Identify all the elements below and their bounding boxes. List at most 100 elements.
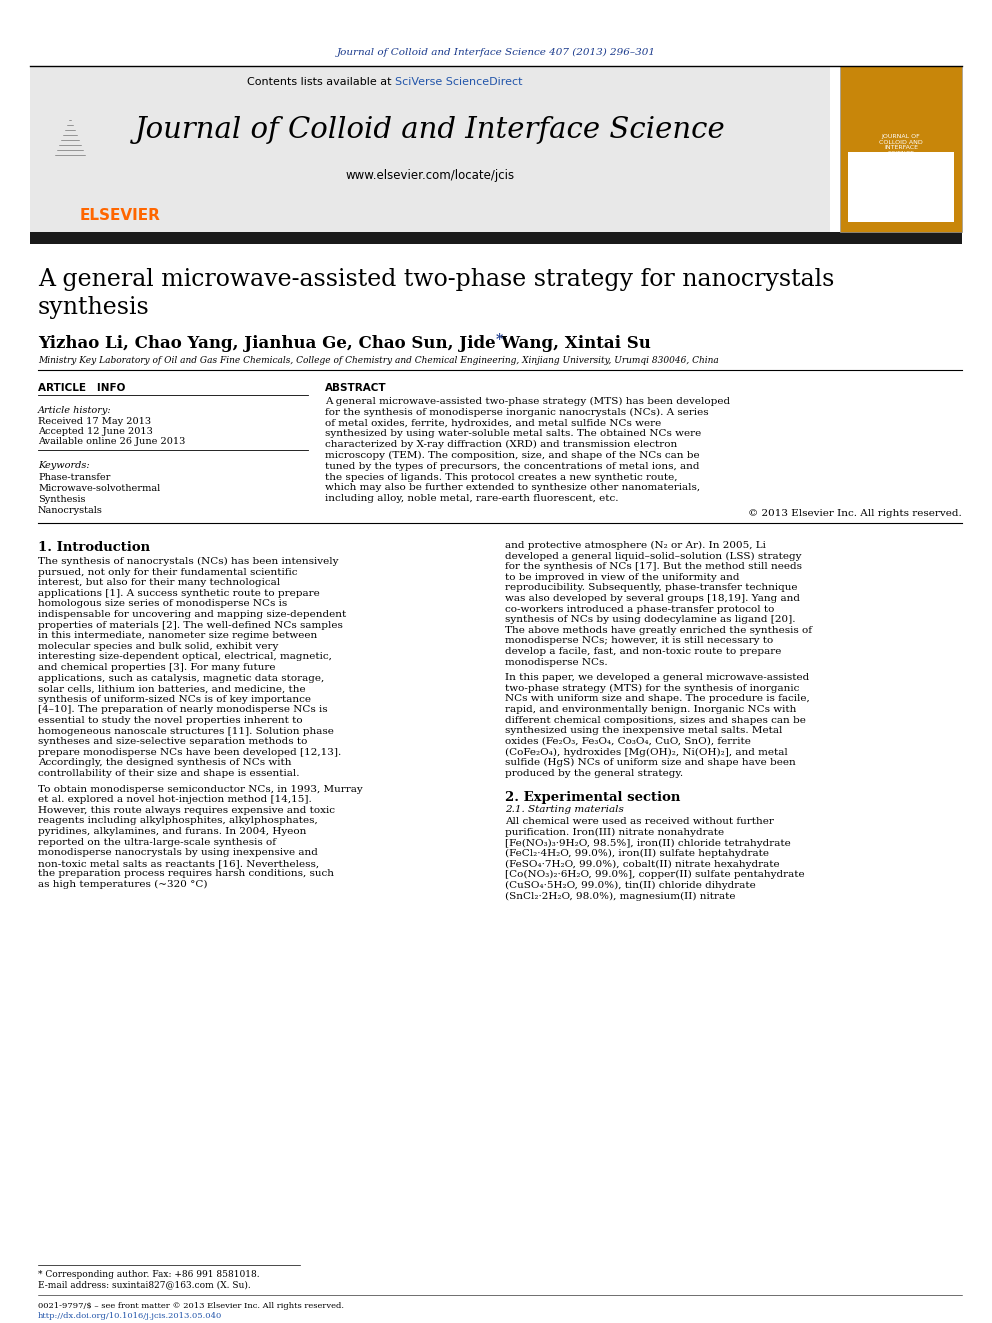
Text: www.elsevier.com/locate/jcis: www.elsevier.com/locate/jcis (345, 168, 515, 181)
Text: Accordingly, the designed synthesis of NCs with: Accordingly, the designed synthesis of N… (38, 758, 292, 767)
Text: The synthesis of nanocrystals (NCs) has been intensively: The synthesis of nanocrystals (NCs) has … (38, 557, 338, 566)
Text: reported on the ultra-large-scale synthesis of: reported on the ultra-large-scale synthe… (38, 837, 276, 847)
Text: All chemical were used as received without further: All chemical were used as received witho… (505, 818, 774, 826)
Text: pyridines, alkylamines, and furans. In 2004, Hyeon: pyridines, alkylamines, and furans. In 2… (38, 827, 307, 836)
Text: Contents lists available at: Contents lists available at (247, 77, 395, 87)
Text: the species of ligands. This protocol creates a new synthetic route,: the species of ligands. This protocol cr… (325, 472, 678, 482)
Text: synthesized by using water-soluble metal salts. The obtained NCs were: synthesized by using water-soluble metal… (325, 430, 701, 438)
Text: tuned by the types of precursors, the concentrations of metal ions, and: tuned by the types of precursors, the co… (325, 462, 699, 471)
Text: developed a general liquid–solid–solution (LSS) strategy: developed a general liquid–solid–solutio… (505, 552, 802, 561)
Text: Journal of Colloid and Interface Science 407 (2013) 296–301: Journal of Colloid and Interface Science… (336, 48, 656, 57)
Text: In this paper, we developed a general microwave-assisted: In this paper, we developed a general mi… (505, 673, 809, 683)
Text: et al. explored a novel hot-injection method [14,15].: et al. explored a novel hot-injection me… (38, 795, 311, 804)
Text: (CuSO₄·5H₂O, 99.0%), tin(II) chloride dihydrate: (CuSO₄·5H₂O, 99.0%), tin(II) chloride di… (505, 881, 756, 890)
Text: co-workers introduced a phase-transfer protocol to: co-workers introduced a phase-transfer p… (505, 605, 775, 614)
Text: two-phase strategy (MTS) for the synthesis of inorganic: two-phase strategy (MTS) for the synthes… (505, 684, 800, 693)
Text: was also developed by several groups [18,19]. Yang and: was also developed by several groups [18… (505, 594, 800, 603)
Text: [Co(NO₃)₂·6H₂O, 99.0%], copper(II) sulfate pentahydrate: [Co(NO₃)₂·6H₂O, 99.0%], copper(II) sulfa… (505, 871, 805, 880)
Text: solar cells, lithium ion batteries, and medicine, the: solar cells, lithium ion batteries, and … (38, 684, 306, 693)
Text: indispensable for uncovering and mapping size-dependent: indispensable for uncovering and mapping… (38, 610, 346, 619)
Text: http://dx.doi.org/10.1016/j.jcis.2013.05.040: http://dx.doi.org/10.1016/j.jcis.2013.05… (38, 1312, 222, 1320)
Text: to be improved in view of the uniformity and: to be improved in view of the uniformity… (505, 573, 739, 582)
Text: essential to study the novel properties inherent to: essential to study the novel properties … (38, 716, 303, 725)
Text: rapid, and environmentally benign. Inorganic NCs with: rapid, and environmentally benign. Inorg… (505, 705, 797, 714)
Text: 2. Experimental section: 2. Experimental section (505, 791, 681, 804)
Text: (FeSO₄·7H₂O, 99.0%), cobalt(II) nitrate hexahydrate: (FeSO₄·7H₂O, 99.0%), cobalt(II) nitrate … (505, 860, 780, 869)
Text: oxides (Fe₂O₃, Fe₃O₄, Co₃O₄, CuO, SnO), ferrite: oxides (Fe₂O₃, Fe₃O₄, Co₃O₄, CuO, SnO), … (505, 737, 751, 746)
Bar (840, 66, 962, 232)
Text: ELSEVIER: ELSEVIER (79, 208, 161, 222)
Text: 1. Introduction: 1. Introduction (38, 541, 150, 554)
Text: Ministry Key Laboratory of Oil and Gas Fine Chemicals, College of Chemistry and : Ministry Key Laboratory of Oil and Gas F… (38, 356, 719, 365)
Text: which may also be further extended to synthesize other nanomaterials,: which may also be further extended to sy… (325, 483, 700, 492)
Text: synthesized using the inexpensive metal salts. Metal: synthesized using the inexpensive metal … (505, 726, 783, 736)
Text: non-toxic metal salts as reactants [16]. Nevertheless,: non-toxic metal salts as reactants [16].… (38, 859, 319, 868)
Text: homologous size series of monodisperse NCs is: homologous size series of monodisperse N… (38, 599, 288, 609)
Text: produced by the general strategy.: produced by the general strategy. (505, 769, 683, 778)
Text: applications, such as catalysis, magnetic data storage,: applications, such as catalysis, magneti… (38, 673, 324, 683)
Text: NCs with uniform size and shape. The procedure is facile,: NCs with uniform size and shape. The pro… (505, 695, 809, 704)
Text: and protective atmosphere (N₂ or Ar). In 2005, Li: and protective atmosphere (N₂ or Ar). In… (505, 541, 766, 550)
Text: monodisperse NCs; however, it is still necessary to: monodisperse NCs; however, it is still n… (505, 636, 773, 646)
Text: E-mail address: suxintai827@163.com (X. Su).: E-mail address: suxintai827@163.com (X. … (38, 1279, 251, 1289)
Text: SciVerse ScienceDirect: SciVerse ScienceDirect (395, 77, 523, 87)
Text: The above methods have greatly enriched the synthesis of: The above methods have greatly enriched … (505, 626, 812, 635)
Text: in this intermediate, nanometer size regime between: in this intermediate, nanometer size reg… (38, 631, 317, 640)
Text: JOURNAL OF
COLLOID AND
INTERFACE
SCIENCE: JOURNAL OF COLLOID AND INTERFACE SCIENCE (879, 134, 923, 156)
Text: as high temperatures (~320 °C): as high temperatures (~320 °C) (38, 880, 207, 889)
Text: of metal oxides, ferrite, hydroxides, and metal sulfide NCs were: of metal oxides, ferrite, hydroxides, an… (325, 418, 662, 427)
Text: A general microwave-assisted two-phase strategy (MTS) has been developed: A general microwave-assisted two-phase s… (325, 397, 730, 406)
Bar (848, 152, 954, 222)
Text: reagents including alkylphosphites, alkylphosphates,: reagents including alkylphosphites, alky… (38, 816, 317, 826)
Text: synthesis of uniform-sized NCs is of key importance: synthesis of uniform-sized NCs is of key… (38, 695, 311, 704)
Text: monodisperse NCs.: monodisperse NCs. (505, 658, 608, 667)
Text: reproducibility. Subsequently, phase-transfer technique: reproducibility. Subsequently, phase-tra… (505, 583, 798, 593)
Text: interesting size-dependent optical, electrical, magnetic,: interesting size-dependent optical, elec… (38, 652, 332, 662)
Text: controllability of their size and shape is essential.: controllability of their size and shape … (38, 769, 300, 778)
Text: Nanocrystals: Nanocrystals (38, 505, 103, 515)
Text: properties of materials [2]. The well-defined NCs samples: properties of materials [2]. The well-de… (38, 620, 343, 630)
Text: Received 17 May 2013: Received 17 May 2013 (38, 417, 151, 426)
Text: develop a facile, fast, and non-toxic route to prepare: develop a facile, fast, and non-toxic ro… (505, 647, 782, 656)
Text: homogeneous nanoscale structures [11]. Solution phase: homogeneous nanoscale structures [11]. S… (38, 726, 334, 736)
Text: pursued, not only for their fundamental scientific: pursued, not only for their fundamental … (38, 568, 298, 577)
Text: the preparation process requires harsh conditions, such: the preparation process requires harsh c… (38, 869, 334, 878)
Text: interest, but also for their many technological: interest, but also for their many techno… (38, 578, 280, 587)
Text: Synthesis: Synthesis (38, 495, 85, 504)
Text: microscopy (TEM). The composition, size, and shape of the NCs can be: microscopy (TEM). The composition, size,… (325, 451, 699, 460)
Text: 2.1. Starting materials: 2.1. Starting materials (505, 806, 624, 814)
Text: However, this route always requires expensive and toxic: However, this route always requires expe… (38, 806, 335, 815)
Text: characterized by X-ray diffraction (XRD) and transmission electron: characterized by X-ray diffraction (XRD)… (325, 441, 678, 450)
Text: molecular species and bulk solid, exhibit very: molecular species and bulk solid, exhibi… (38, 642, 279, 651)
Text: prepare monodisperse NCs have been developed [12,13].: prepare monodisperse NCs have been devel… (38, 747, 341, 757)
Text: ABSTRACT: ABSTRACT (325, 382, 387, 393)
Text: [Fe(NO₃)₃·9H₂O, 98.5%], iron(II) chloride tetrahydrate: [Fe(NO₃)₃·9H₂O, 98.5%], iron(II) chlorid… (505, 839, 791, 848)
Text: ARTICLE   INFO: ARTICLE INFO (38, 382, 125, 393)
Text: applications [1]. A success synthetic route to prepare: applications [1]. A success synthetic ro… (38, 589, 319, 598)
Text: © 2013 Elsevier Inc. All rights reserved.: © 2013 Elsevier Inc. All rights reserved… (748, 509, 962, 519)
Text: monodisperse nanocrystals by using inexpensive and: monodisperse nanocrystals by using inexp… (38, 848, 317, 857)
Text: Phase-transfer: Phase-transfer (38, 474, 110, 482)
Text: Keywords:: Keywords: (38, 460, 89, 470)
Text: To obtain monodisperse semiconductor NCs, in 1993, Murray: To obtain monodisperse semiconductor NCs… (38, 785, 363, 794)
Text: Article history:: Article history: (38, 406, 112, 415)
Text: Journal of Colloid and Interface Science: Journal of Colloid and Interface Science (135, 116, 725, 144)
Text: purification. Iron(III) nitrate nonahydrate: purification. Iron(III) nitrate nonahydr… (505, 828, 724, 837)
Bar (30, 66, 830, 232)
Text: Yizhao Li, Chao Yang, Jianhua Ge, Chao Sun, Jide Wang, Xintai Su: Yizhao Li, Chao Yang, Jianhua Ge, Chao S… (38, 335, 651, 352)
Text: including alloy, noble metal, rare-earth fluorescent, etc.: including alloy, noble metal, rare-earth… (325, 495, 618, 503)
Text: * Corresponding author. Fax: +86 991 8581018.: * Corresponding author. Fax: +86 991 858… (38, 1270, 260, 1279)
Text: synthesis of NCs by using dodecylamine as ligand [20].: synthesis of NCs by using dodecylamine a… (505, 615, 796, 624)
Text: different chemical compositions, sizes and shapes can be: different chemical compositions, sizes a… (505, 716, 806, 725)
Text: *: * (496, 333, 503, 347)
Text: 0021-9797/$ – see front matter © 2013 Elsevier Inc. All rights reserved.: 0021-9797/$ – see front matter © 2013 El… (38, 1302, 344, 1310)
Text: syntheses and size-selective separation methods to: syntheses and size-selective separation … (38, 737, 308, 746)
Text: Available online 26 June 2013: Available online 26 June 2013 (38, 437, 186, 446)
Text: and chemical properties [3]. For many future: and chemical properties [3]. For many fu… (38, 663, 276, 672)
Bar (30, 70, 120, 230)
Text: for the synthesis of NCs [17]. But the method still needs: for the synthesis of NCs [17]. But the m… (505, 562, 802, 572)
Bar (30, 232, 962, 243)
Text: for the synthesis of monodisperse inorganic nanocrystals (NCs). A series: for the synthesis of monodisperse inorga… (325, 407, 708, 417)
Text: sulfide (HgS) NCs of uniform size and shape have been: sulfide (HgS) NCs of uniform size and sh… (505, 758, 796, 767)
Text: [4–10]. The preparation of nearly monodisperse NCs is: [4–10]. The preparation of nearly monodi… (38, 705, 327, 714)
